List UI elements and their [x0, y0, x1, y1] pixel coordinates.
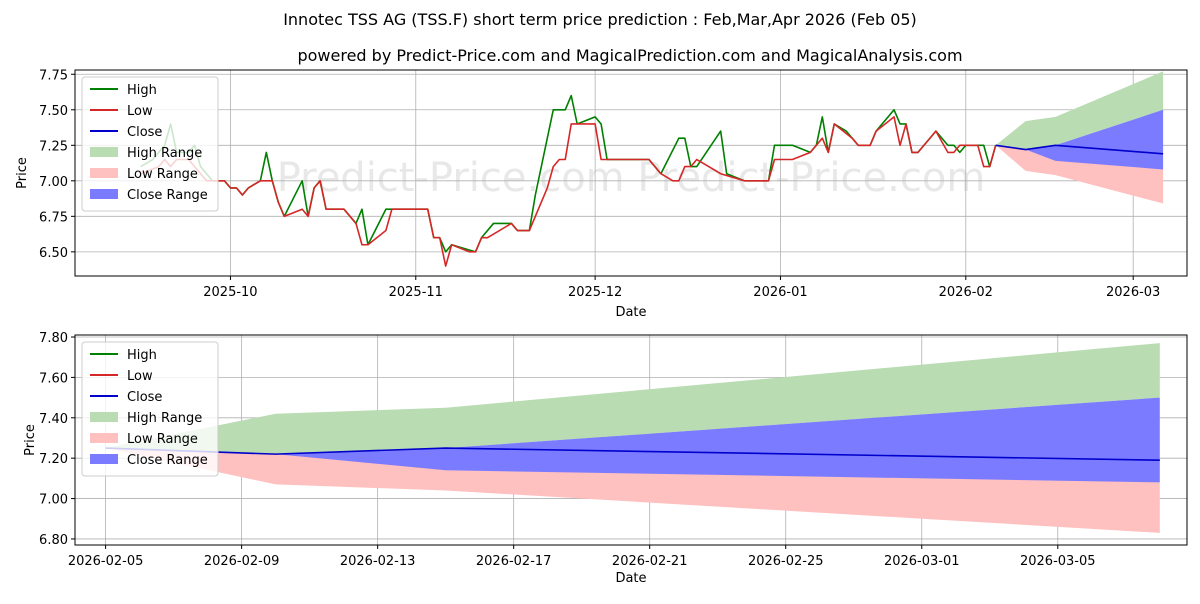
top-watermark: Predict-Price.com Predict-Price.com	[277, 155, 986, 201]
top-y-tick-label: 7.25	[39, 139, 68, 154]
bottom-x-tick-label: 2026-02-05	[68, 554, 144, 569]
bottom-x-tick-label: 2026-02-25	[748, 554, 824, 569]
top-close-range-band	[995, 109, 1164, 170]
bottom-x-tick-label: 2026-03-01	[884, 554, 960, 569]
bottom-chart-panel: Predict-Price.com Predict-Price.com2026-…	[23, 331, 1188, 586]
top-y-axis-label: Price	[15, 157, 30, 189]
bottom-low-range-band	[105, 448, 1160, 533]
top-y-tick-label: 7.75	[39, 68, 68, 83]
bottom-legend: High Low Close High Range Low Range Close Ran…	[81, 341, 219, 477]
top-legend-label-low: Low	[127, 104, 153, 119]
top-x-tick-label: 2026-03	[1106, 285, 1160, 300]
top-legend-label-high: High	[127, 83, 157, 98]
bottom-y-tick-label: 7.80	[39, 331, 68, 346]
chart-subtitle: powered by Predict-Price.com and Magical…	[297, 46, 962, 65]
bottom-legend-swatch-low-range	[90, 433, 118, 443]
top-legend-label-close-range: Close Range	[127, 188, 208, 203]
top-legend-label-low-range: Low Range	[127, 167, 198, 182]
bottom-y-tick-label: 6.80	[39, 533, 68, 548]
top-x-tick-label: 2025-12	[568, 285, 622, 300]
top-legend-swatch-low-range	[90, 168, 118, 178]
bottom-legend-label-high-range: High Range	[127, 411, 202, 426]
bottom-y-tick-label: 7.00	[39, 493, 68, 508]
top-legend: High Low Close High Range Low Range Close Ran…	[81, 76, 219, 212]
top-x-axis-label: Date	[615, 305, 646, 320]
bottom-x-tick-label: 2026-02-09	[204, 554, 280, 569]
bottom-legend-label-low-range: Low Range	[127, 432, 198, 447]
top-x-tick-label: 2026-01	[753, 285, 807, 300]
bottom-plot-area	[105, 343, 1160, 533]
bottom-close-range-band	[105, 397, 1160, 483]
bottom-legend-label-close: Close	[127, 390, 162, 405]
top-legend-label-close: Close	[127, 125, 162, 140]
top-high-range-band	[995, 71, 1164, 150]
bottom-x-tick-label: 2026-02-17	[476, 554, 552, 569]
top-chart-panel: Predict-Price.com Predict-Price.com 2025-…	[15, 68, 1188, 320]
bottom-high-range-band	[105, 343, 1160, 455]
bottom-y-tick-label: 7.40	[39, 412, 68, 427]
bottom-y-axis-label: Price	[23, 424, 38, 456]
top-x-tick-label: 2025-11	[389, 285, 443, 300]
top-y-tick-label: 7.00	[39, 175, 68, 190]
top-y-tick-label: 6.75	[39, 210, 68, 225]
top-plot-area	[140, 71, 1164, 267]
top-legend-label-high-range: High Range	[127, 146, 202, 161]
top-y-tick-label: 7.50	[39, 104, 68, 119]
top-low-line	[140, 116, 997, 267]
bottom-legend-label-high: High	[127, 348, 157, 363]
bottom-legend-swatch-high-range	[90, 412, 118, 422]
top-y-tick-label: 6.50	[39, 246, 68, 261]
bottom-x-tick-label: 2026-02-21	[612, 554, 688, 569]
top-legend-swatch-high-range	[90, 147, 118, 157]
bottom-legend-label-low: Low	[127, 369, 153, 384]
bottom-legend-swatch-close-range	[90, 454, 118, 464]
top-low-range-band	[995, 145, 1164, 204]
bottom-axes-frame	[74, 334, 1188, 546]
bottom-y-tick-label: 7.20	[39, 452, 68, 467]
bottom-legend-label-close-range: Close Range	[127, 453, 208, 468]
bottom-x-axis-label: Date	[615, 571, 646, 586]
top-legend-swatch-close-range	[90, 189, 118, 199]
bottom-y-tick-label: 7.60	[39, 371, 68, 386]
top-x-tick-label: 2025-10	[203, 285, 257, 300]
bottom-x-tick-label: 2026-03-05	[1020, 554, 1096, 569]
top-axes-frame	[74, 69, 1188, 277]
top-x-tick-label: 2026-02	[939, 285, 993, 300]
top-close-line	[995, 144, 1164, 155]
bottom-x-tick-label: 2026-02-13	[340, 554, 416, 569]
chart-title: Innotec TSS AG (TSS.F) short term price …	[283, 10, 917, 29]
